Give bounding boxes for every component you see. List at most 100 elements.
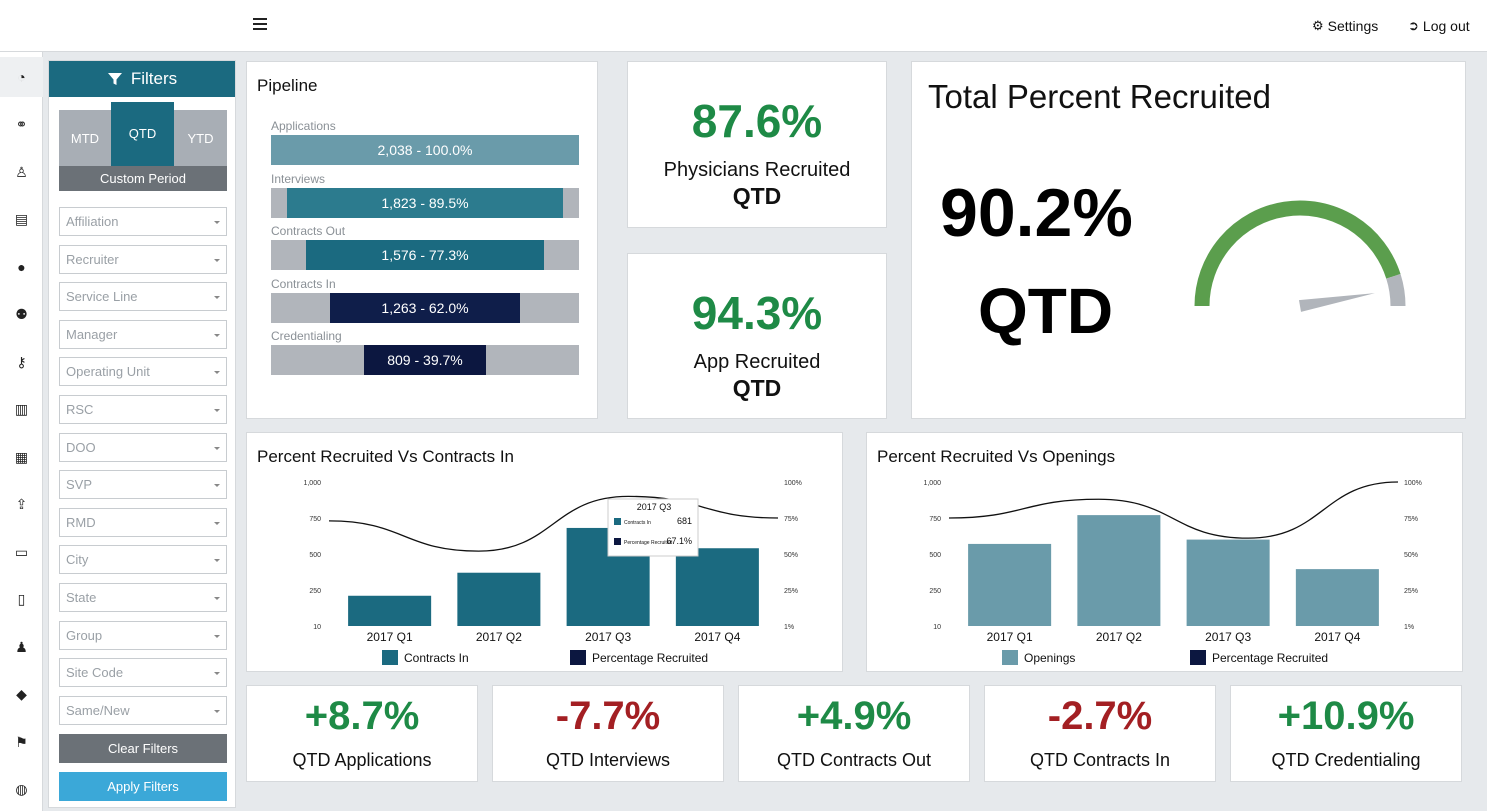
rail-item-excel-file[interactable]: ▤ [0, 200, 43, 240]
settings-link[interactable]: ⚙ Settings [1312, 18, 1378, 34]
app-recruited-value: 94.3% [691, 287, 823, 339]
app-recruited-label: App Recruited [693, 351, 821, 373]
recruited-gauge [1194, 200, 1406, 312]
y-axis-tick-label: 750 [309, 516, 321, 523]
period-tabs: MTD QTD YTD Custom Period [59, 102, 227, 191]
filter-select-label: State [66, 590, 97, 605]
bar-2017-q4 [1295, 569, 1379, 626]
change-label: QTD Contracts In [1029, 750, 1171, 770]
rail-item-flag[interactable]: ⚑ [0, 722, 43, 762]
app-recruited-card: 94.3% App Recruited QTD [627, 253, 887, 419]
rail-item-dashboard[interactable]: ◔ [0, 57, 43, 97]
filter-select-state[interactable]: State [59, 583, 227, 612]
filter-select-service-line[interactable]: Service Line [59, 282, 227, 312]
filter-select-operating-unit[interactable]: Operating Unit [59, 357, 227, 387]
change-card: -7.7% QTD Interviews [492, 685, 724, 782]
caret-down-icon [214, 521, 220, 525]
gauge-fill-arc [1194, 200, 1401, 307]
pipeline-stage-bar[interactable]: 809 - 39.7% [271, 345, 579, 375]
rail-item-globe[interactable]: ◍ [0, 770, 43, 810]
app-recruited-period: QTD [732, 375, 782, 401]
filter-select-label: Affiliation [66, 214, 119, 229]
rail-item-upload[interactable]: ⇪ [0, 485, 43, 525]
menu-icon[interactable] [253, 18, 267, 32]
dashboard-icon: ◔ [17, 69, 26, 85]
rail-item-link[interactable]: ⚭ [0, 105, 43, 145]
rail-item-building[interactable]: ▥ [0, 390, 43, 430]
pipeline-stage-bar[interactable]: 1,823 - 89.5% [271, 187, 579, 218]
rail-item-key[interactable]: ⚷ [0, 342, 43, 382]
filter-select-label: Recruiter [66, 251, 119, 267]
custom-period-button[interactable]: Custom Period [59, 166, 227, 191]
user-outline-icon: ♙ [15, 163, 28, 180]
rail-item-tag[interactable]: ◆ [0, 675, 43, 715]
tab-qtd[interactable]: QTD [111, 102, 174, 166]
filter-select-label: Group [66, 627, 103, 643]
pipeline-stage-bar[interactable]: 1,576 - 77.3% [271, 240, 579, 270]
person-icon: ♟ [15, 638, 28, 655]
gauge-needle [1298, 293, 1375, 312]
openings-chart: 1,000 750 500 250 10 100% 75% 50% 25% 1% 2017 Q1 20… [923, 480, 1422, 665]
globe-icon: ◍ [15, 781, 28, 797]
change-card: +4.9% QTD Contracts Out [738, 685, 970, 782]
logout-link[interactable]: ➲ Log out [1408, 18, 1470, 34]
rail-item-user-outline[interactable]: ♙ [0, 152, 43, 192]
settings-label: Settings [1327, 18, 1379, 34]
x-axis-tick-label: 2017 Q2 [476, 630, 522, 644]
filter-select-affiliation[interactable]: Affiliation [59, 207, 227, 236]
rail-item-clipboard[interactable]: ▯ [0, 580, 43, 620]
filter-select-label: SVP [66, 477, 93, 493]
change-value: -2.7% [1047, 694, 1153, 738]
rail-item-user[interactable]: ● [0, 247, 43, 287]
rail-item-users[interactable]: ⚉ [0, 295, 43, 335]
caret-down-icon [214, 597, 220, 600]
filter-select-city[interactable]: City [59, 545, 227, 575]
legend-label: Percentage Recruited [1212, 651, 1328, 665]
rail-item-hospital[interactable]: ▦ [0, 437, 43, 477]
filter-select-rsc[interactable]: RSC [59, 395, 227, 424]
filter-select-recruiter[interactable]: Recruiter [59, 244, 227, 274]
filters-panel: Filters MTD QTD YTD Custom Period Affili… [48, 60, 236, 808]
caret-down-icon [214, 559, 220, 563]
pipeline-stage-bar[interactable]: 1,263 - 62.0% [271, 292, 579, 323]
caret-down-icon [214, 333, 220, 337]
filter-select-label: City [66, 552, 89, 568]
tab-ytd[interactable]: YTD [174, 110, 227, 166]
user-icon: ● [17, 259, 26, 275]
physicians-recruited-card: 87.6% Physicians Recruited QTD [627, 61, 887, 228]
chart1-title: Percent Recruited Vs Contracts In [257, 447, 515, 466]
filters-title: Filters [130, 69, 178, 88]
filter-select-svp[interactable]: SVP [59, 470, 227, 500]
legend-swatch [1190, 650, 1206, 665]
key-icon: ⚷ [16, 353, 27, 370]
y-axis-tick-label: 10 [933, 624, 941, 631]
bar-2017-q4 [675, 548, 759, 626]
x-axis-tick-label: 2017 Q1 [987, 630, 1033, 644]
y2-axis-tick-label: 50% [784, 552, 798, 559]
filter-select-same-new[interactable]: Same/New [59, 695, 227, 725]
pipeline-stage-bar[interactable]: 2,038 - 100.0% [271, 135, 579, 165]
filter-select-rmd[interactable]: RMD [59, 507, 227, 537]
x-axis-tick-label: 2017 Q3 [1205, 630, 1251, 644]
y-axis-tick-label: 250 [929, 588, 941, 595]
filter-select-doo[interactable]: DOO [59, 432, 227, 462]
pipeline-stage-fill: 1,823 - 89.5% [287, 187, 563, 218]
tab-mtd[interactable]: MTD [59, 110, 111, 166]
x-axis-tick-label: 2017 Q3 [585, 630, 631, 644]
funnel-icon [107, 73, 122, 85]
hospital-icon: ▦ [14, 448, 29, 465]
building-icon: ▥ [14, 401, 29, 417]
total-recruited-period: QTD [978, 275, 1114, 347]
rail-item-person[interactable]: ♟ [0, 627, 43, 667]
caret-down-icon [214, 709, 220, 713]
apply-filters-button[interactable]: Apply Filters [59, 772, 227, 801]
filter-select-group[interactable]: Group [59, 620, 227, 650]
y-axis-tick-label: 10 [313, 624, 321, 631]
caret-down-icon [214, 634, 220, 638]
filter-select-manager[interactable]: Manager [59, 319, 227, 349]
filter-select-site-code[interactable]: Site Code [59, 658, 227, 688]
openings-chart-card: Percent Recruited Vs Openings 1,000 750 50… [866, 432, 1463, 672]
clear-filters-button[interactable]: Clear Filters [59, 734, 227, 763]
change-value: +4.9% [796, 694, 912, 738]
rail-item-id-card[interactable]: ▭ [0, 532, 43, 572]
